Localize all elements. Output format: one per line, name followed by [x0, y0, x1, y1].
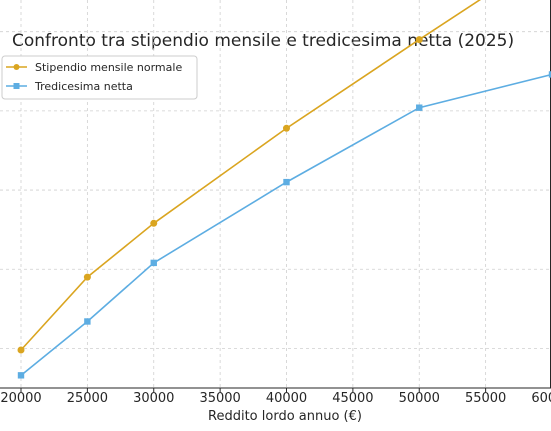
- data-point: [416, 104, 423, 111]
- legend-entry-label: Tredicesima netta: [34, 80, 133, 93]
- x-tick-label: 55000: [465, 391, 506, 406]
- x-axis-label: Reddito lordo annuo (€): [208, 409, 362, 424]
- series-line: [20, 73, 551, 376]
- x-tick-label: 30000: [133, 391, 174, 406]
- data-point: [283, 124, 290, 132]
- series-line: [20, 0, 482, 351]
- data-point: [150, 219, 158, 227]
- legend-entry-label: Stipendio mensile normale: [35, 61, 182, 74]
- data-point: [17, 346, 25, 354]
- x-tick-label: 45000: [332, 391, 373, 406]
- data-point: [415, 36, 423, 44]
- x-tick-label: 40000: [266, 391, 307, 406]
- data-point: [17, 372, 25, 379]
- x-tick-label: 25000: [67, 391, 108, 406]
- data-point: [548, 71, 551, 78]
- legend-box: [1, 55, 198, 100]
- legend-swatch-marker: [13, 83, 20, 89]
- data-point: [150, 259, 157, 267]
- x-axis-ticks: 20000 25000 30000 35000 40000 45000 50000 55000…: [0, 388, 551, 406]
- x-tick-label: 60000: [531, 391, 551, 406]
- series-group: [17, 0, 551, 379]
- x-tick-label: 20000: [0, 391, 41, 406]
- data-point: [283, 178, 290, 186]
- x-tick-label: 50000: [399, 391, 440, 406]
- x-tick-label: 35000: [199, 391, 240, 406]
- data-point: [83, 273, 91, 281]
- grid-lines: [0, 0, 551, 388]
- legend: Stipendio mensile normale Tredicesima ne…: [1, 55, 198, 100]
- legend-swatch-marker: [13, 64, 20, 70]
- data-point: [84, 318, 91, 325]
- chart-title: Confronto tra stipendio mensile e tredic…: [12, 31, 514, 51]
